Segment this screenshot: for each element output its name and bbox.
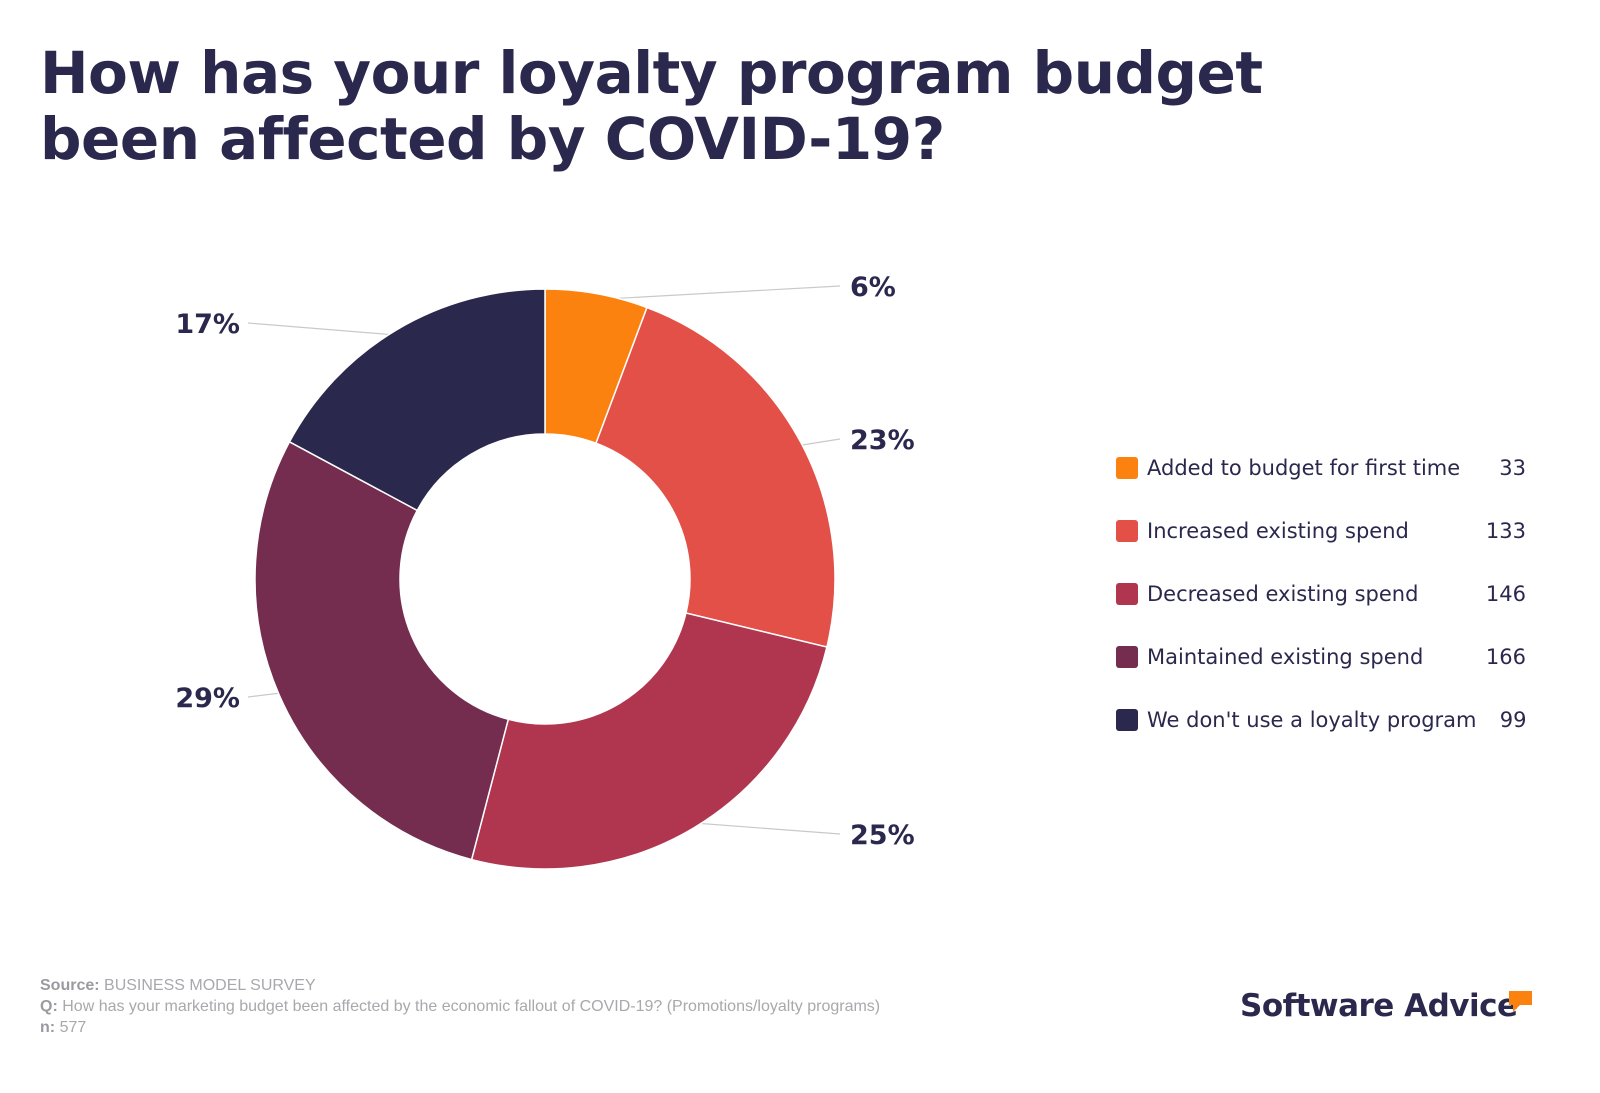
legend-item: Added to budget for first time 33 bbox=[1116, 436, 1526, 499]
donut-slice bbox=[288, 288, 546, 512]
chart-title-line-1: How has your loyalty program budget bbox=[40, 39, 1263, 107]
percent-label: 23% bbox=[850, 425, 915, 456]
sample-size-label: n: bbox=[40, 1019, 56, 1036]
speech-bubble-icon bbox=[1509, 991, 1532, 1012]
percent-labels: 6% 23% 25% 29% 17% bbox=[175, 272, 914, 851]
donut-chart: 6% 23% 25% 29% 17% bbox=[175, 272, 915, 870]
chart-title: How has your loyalty program budget been… bbox=[40, 40, 1263, 172]
leader-line bbox=[795, 438, 841, 447]
legend-swatch bbox=[1116, 645, 1138, 668]
legend-item: We don't use a loyalty program 99 bbox=[1116, 688, 1526, 751]
footer-notes: Source: BUSINESS MODEL SURVEY Q: How has… bbox=[40, 975, 880, 1038]
percent-label: 25% bbox=[850, 820, 915, 851]
legend-swatch bbox=[1116, 582, 1138, 605]
sample-size-value: 577 bbox=[59, 1019, 87, 1036]
legend-label: We don't use a loyalty program bbox=[1147, 707, 1477, 732]
question-value: How has your marketing budget been affec… bbox=[62, 998, 881, 1015]
chart-title-line-2: been affected by COVID-19? bbox=[40, 105, 945, 173]
legend-swatch bbox=[1116, 456, 1138, 479]
legend-value: 133 bbox=[1485, 518, 1526, 543]
percent-label: 29% bbox=[175, 683, 240, 714]
brand-logo-text: Software Advice bbox=[1240, 988, 1518, 1024]
donut-slice bbox=[595, 306, 836, 648]
donut-slice bbox=[470, 612, 828, 870]
leader-line bbox=[690, 822, 841, 835]
question-line: Q: How has your marketing budget been af… bbox=[40, 996, 880, 1017]
leader-line bbox=[595, 285, 841, 301]
legend-label: Maintained existing spend bbox=[1147, 644, 1424, 669]
legend-label: Added to budget for first time bbox=[1147, 455, 1461, 480]
leader-line bbox=[247, 322, 400, 336]
source-label: Source: bbox=[40, 977, 100, 994]
donut-slices bbox=[254, 288, 836, 870]
percent-label: 17% bbox=[175, 309, 240, 340]
legend-label: Increased existing spend bbox=[1147, 518, 1409, 543]
legend-swatch bbox=[1116, 708, 1138, 731]
legend-item: Increased existing spend 133 bbox=[1116, 499, 1526, 562]
legend-item: Maintained existing spend 166 bbox=[1116, 625, 1526, 688]
source-value: BUSINESS MODEL SURVEY bbox=[104, 977, 316, 994]
legend-label: Decreased existing spend bbox=[1147, 581, 1419, 606]
question-label: Q: bbox=[40, 998, 58, 1015]
percent-label: 6% bbox=[850, 272, 896, 303]
source-line: Source: BUSINESS MODEL SURVEY bbox=[40, 975, 880, 996]
legend-value: 33 bbox=[1499, 455, 1526, 480]
legend-value: 99 bbox=[1499, 707, 1527, 732]
legend: Added to budget for first time 33 Increa… bbox=[1116, 436, 1526, 751]
legend-value: 166 bbox=[1485, 644, 1526, 669]
leader-lines bbox=[247, 285, 841, 835]
sample-size-line: n: 577 bbox=[40, 1017, 880, 1038]
legend-swatch bbox=[1116, 519, 1138, 542]
legend-value: 146 bbox=[1485, 581, 1526, 606]
donut-slice bbox=[254, 440, 510, 861]
legend-item: Decreased existing spend 146 bbox=[1116, 562, 1526, 625]
